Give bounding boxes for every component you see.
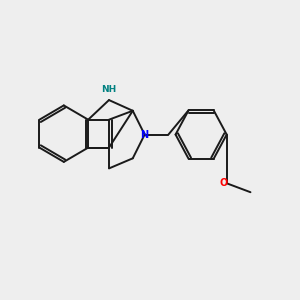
Text: N: N [141,130,149,140]
Text: NH: NH [101,85,116,94]
Text: O: O [220,178,228,188]
